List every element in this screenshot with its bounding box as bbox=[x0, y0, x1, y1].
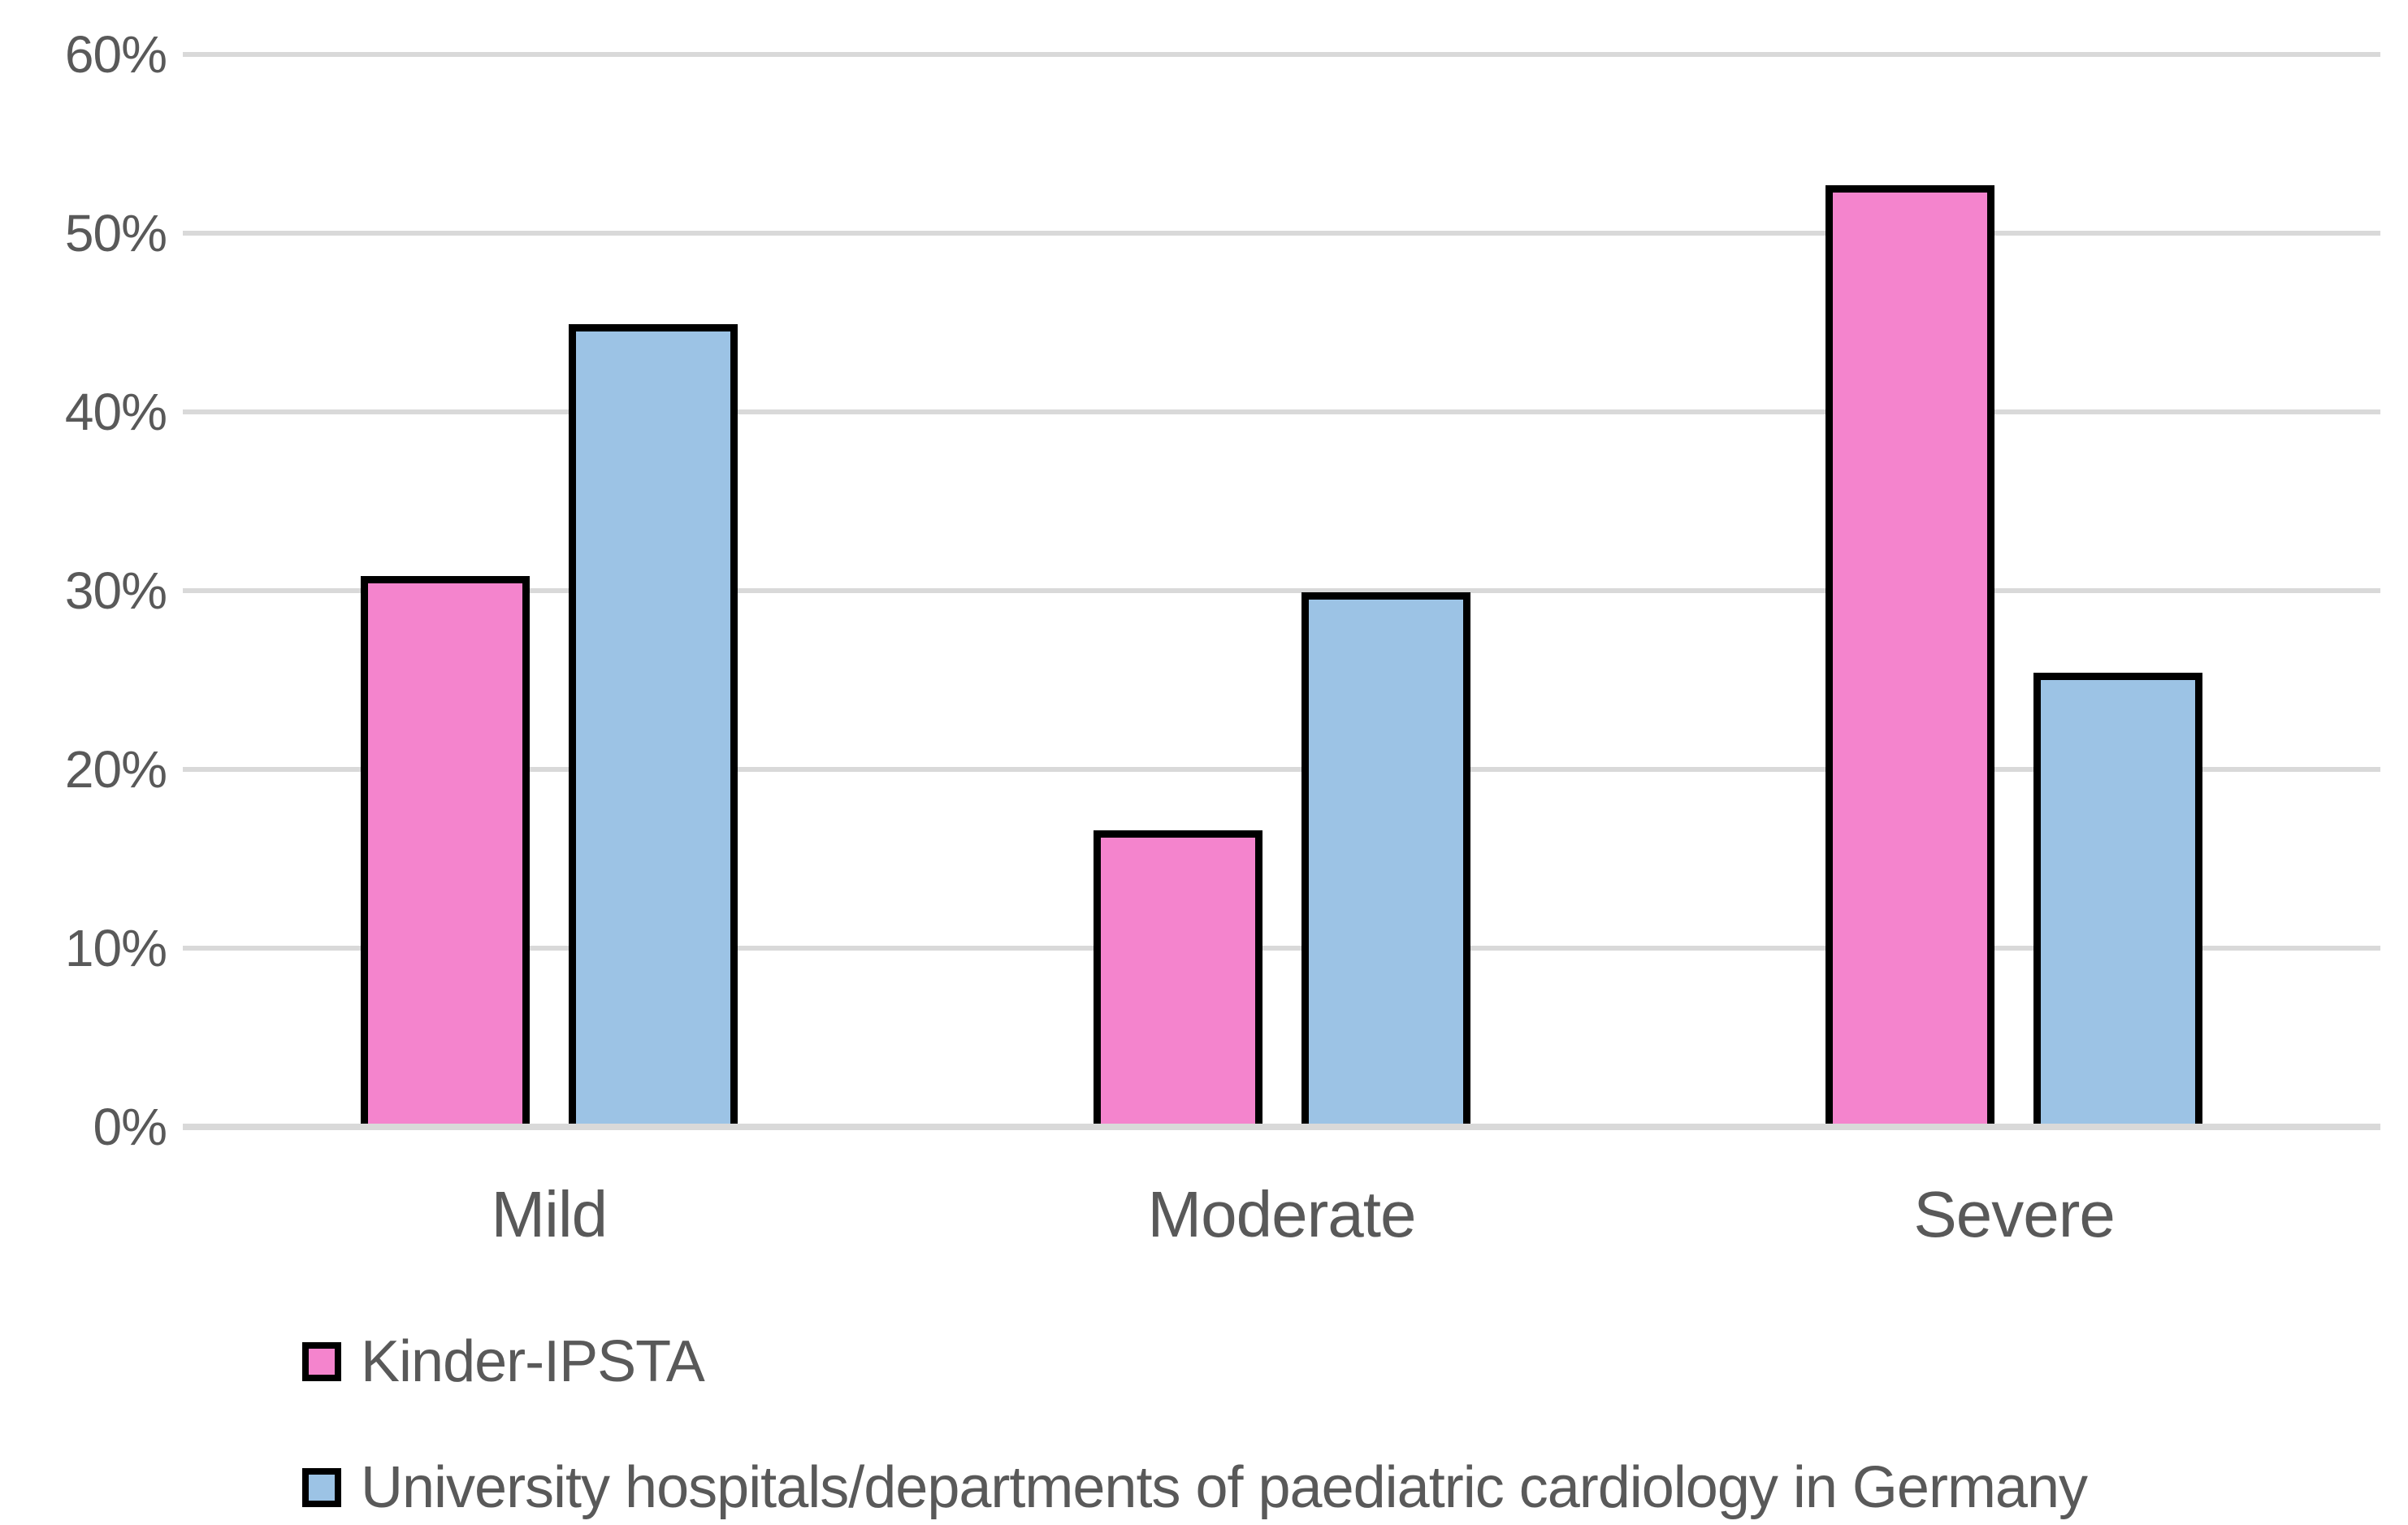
gridline-30% bbox=[183, 588, 2380, 593]
bar-severe-series-1 bbox=[1825, 184, 1995, 1124]
legend-item: Kinder-IPSTA bbox=[302, 1329, 705, 1394]
legend-swatch-icon bbox=[302, 1342, 341, 1381]
y-tick-label: 40% bbox=[64, 383, 167, 441]
bar-moderate-series-2 bbox=[1301, 592, 1470, 1124]
gridline-60% bbox=[183, 52, 2380, 57]
x-tick-label-moderate: Moderate bbox=[1147, 1178, 1417, 1250]
bar-mild-series-2 bbox=[568, 324, 738, 1124]
gridline-50% bbox=[183, 231, 2380, 236]
x-tick-label-severe: Severe bbox=[1913, 1178, 2115, 1250]
bar-moderate-series-1 bbox=[1093, 830, 1262, 1124]
y-tick-label: 10% bbox=[64, 919, 167, 977]
y-tick-label: 0% bbox=[93, 1098, 168, 1156]
x-axis-line bbox=[183, 1124, 2380, 1130]
legend-swatch-icon bbox=[302, 1468, 341, 1507]
bar-mild-series-1 bbox=[360, 576, 530, 1124]
bar-severe-series-2 bbox=[2033, 673, 2203, 1124]
y-tick-label: 50% bbox=[64, 204, 167, 262]
legend-label: University hospitals/departments of paed… bbox=[361, 1455, 2088, 1520]
y-tick-label: 60% bbox=[64, 25, 167, 84]
gridline-40% bbox=[183, 409, 2380, 414]
gridline-20% bbox=[183, 767, 2380, 772]
y-tick-label: 20% bbox=[64, 740, 167, 799]
y-tick-label: 30% bbox=[64, 561, 167, 620]
x-tick-label-mild: Mild bbox=[491, 1178, 608, 1250]
legend-item: University hospitals/departments of paed… bbox=[302, 1455, 2088, 1520]
gridline-10% bbox=[183, 946, 2380, 951]
legend-label: Kinder-IPSTA bbox=[361, 1329, 705, 1394]
